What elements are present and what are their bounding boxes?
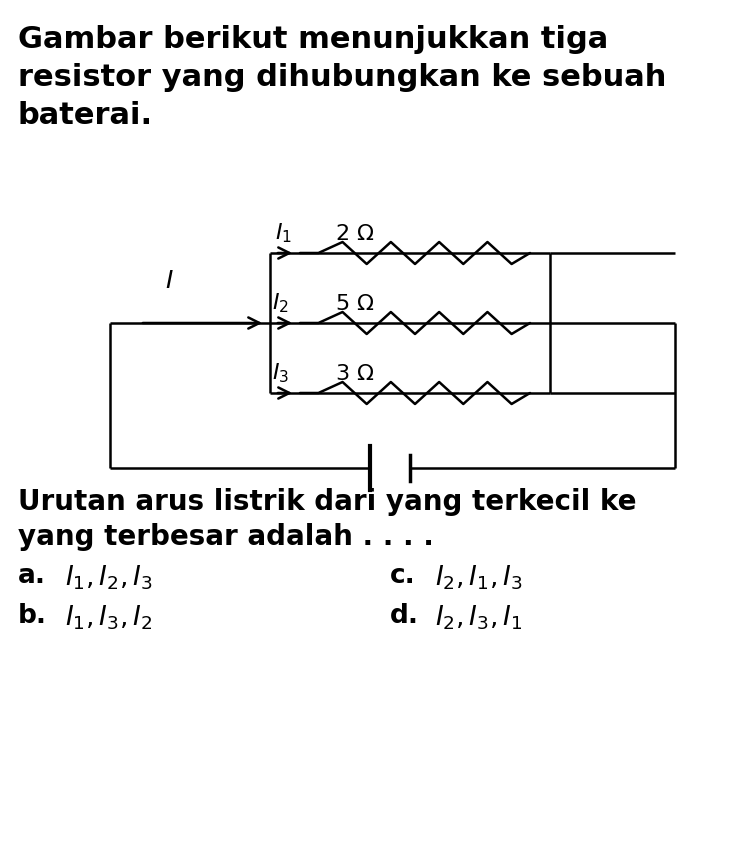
Text: $I_2, I_1, I_3$: $I_2, I_1, I_3$ — [435, 563, 523, 591]
Text: b.: b. — [18, 603, 47, 629]
Text: $I_3$: $I_3$ — [272, 361, 289, 385]
Text: $2\ \Omega$: $2\ \Omega$ — [335, 223, 375, 245]
Text: $I_2$: $I_2$ — [272, 292, 289, 315]
Text: c.: c. — [390, 563, 416, 589]
Text: $I_1, I_2, I_3$: $I_1, I_2, I_3$ — [65, 563, 152, 591]
Text: a.: a. — [18, 563, 46, 589]
Text: baterai.: baterai. — [18, 101, 153, 130]
Text: resistor yang dihubungkan ke sebuah: resistor yang dihubungkan ke sebuah — [18, 63, 666, 92]
Text: $I_2, I_3, I_1$: $I_2, I_3, I_1$ — [435, 603, 523, 631]
Text: $3\ \Omega$: $3\ \Omega$ — [335, 363, 375, 385]
Text: d.: d. — [390, 603, 419, 629]
Text: yang terbesar adalah . . . .: yang terbesar adalah . . . . — [18, 523, 434, 551]
Text: Gambar berikut menunjukkan tiga: Gambar berikut menunjukkan tiga — [18, 25, 608, 54]
Text: $I_1$: $I_1$ — [275, 221, 292, 245]
Text: Urutan arus listrik dari yang terkecil ke: Urutan arus listrik dari yang terkecil k… — [18, 488, 637, 516]
Text: $5\ \Omega$: $5\ \Omega$ — [335, 293, 375, 315]
Text: $I$: $I$ — [165, 270, 174, 293]
Text: $I_1, I_3, I_2$: $I_1, I_3, I_2$ — [65, 603, 152, 631]
